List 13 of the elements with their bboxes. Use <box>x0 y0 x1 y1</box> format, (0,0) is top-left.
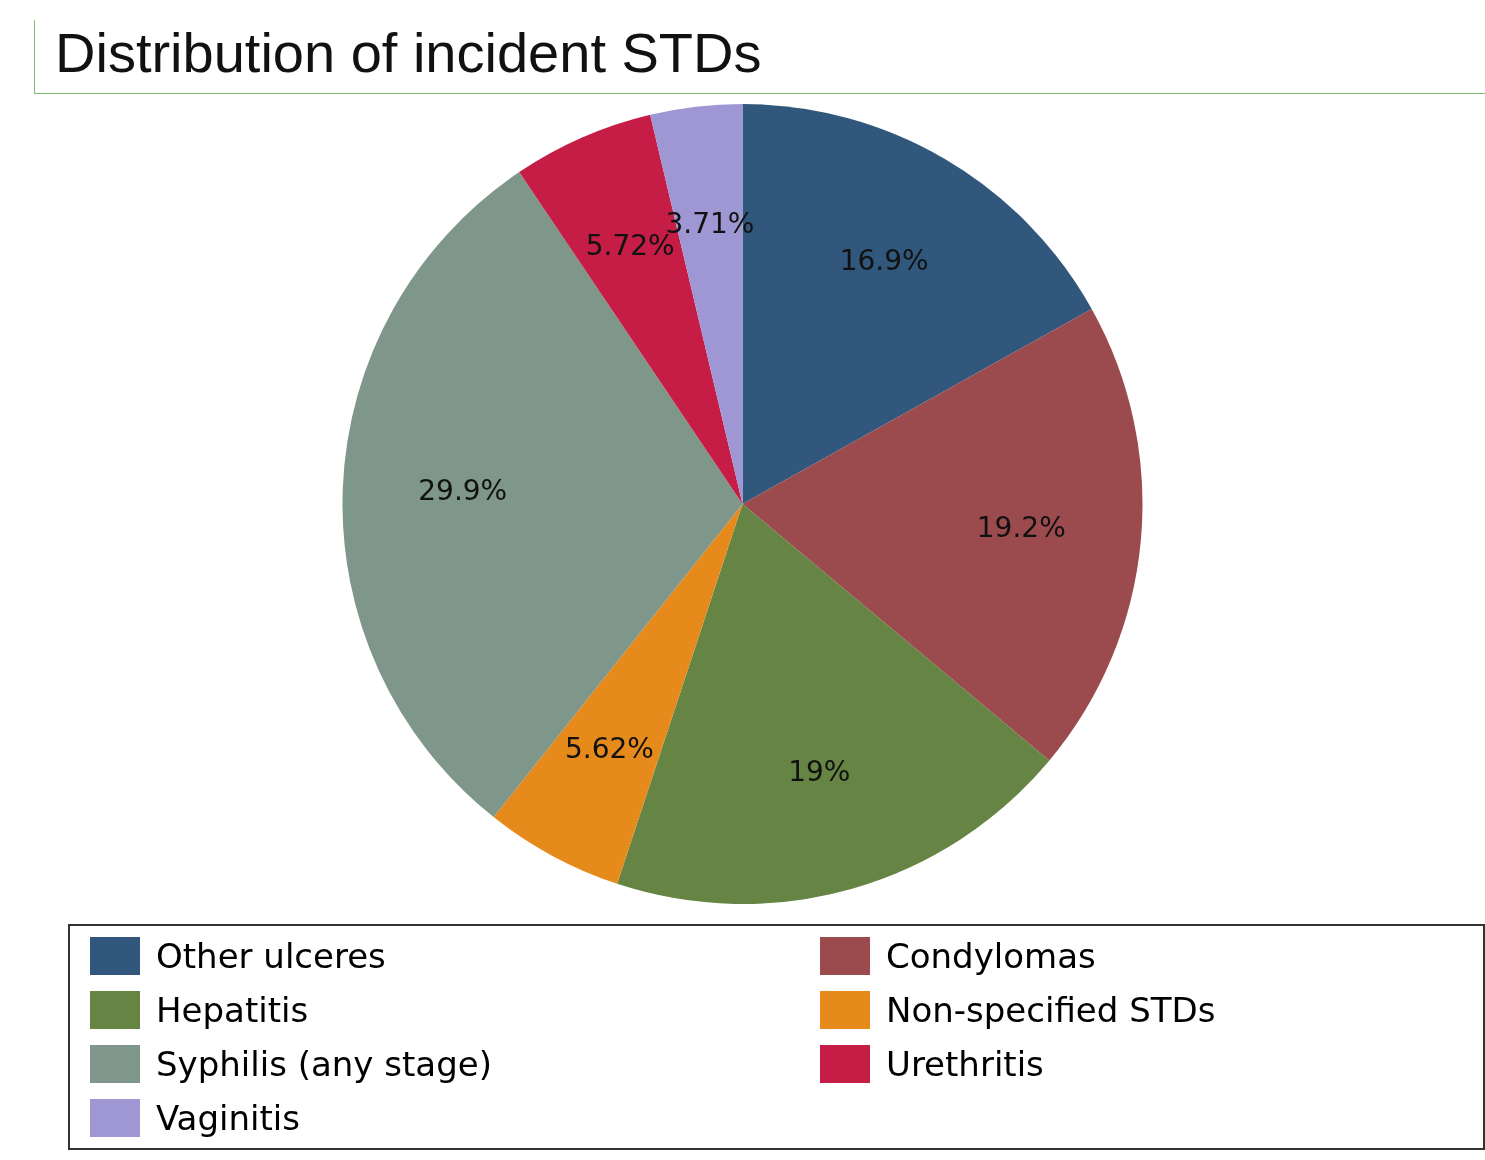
data-label: 29.9% <box>418 474 508 508</box>
legend-label: Other ulceres <box>156 936 386 976</box>
data-label: 19.2% <box>976 511 1066 545</box>
data-label: 16.9% <box>839 243 929 277</box>
data-label: 19% <box>788 754 851 788</box>
chart-title: Distribution of incident STDs <box>34 20 1485 94</box>
legend-label: Vaginitis <box>156 1098 300 1138</box>
data-label: 5.62% <box>564 731 654 765</box>
legend-label: Syphilis (any stage) <box>156 1044 492 1084</box>
legend-label: Urethritis <box>886 1044 1044 1084</box>
legend-label: Hepatitis <box>156 990 309 1030</box>
legend-label: Condylomas <box>886 936 1096 976</box>
legend-label: Non-specified STDs <box>886 990 1216 1030</box>
